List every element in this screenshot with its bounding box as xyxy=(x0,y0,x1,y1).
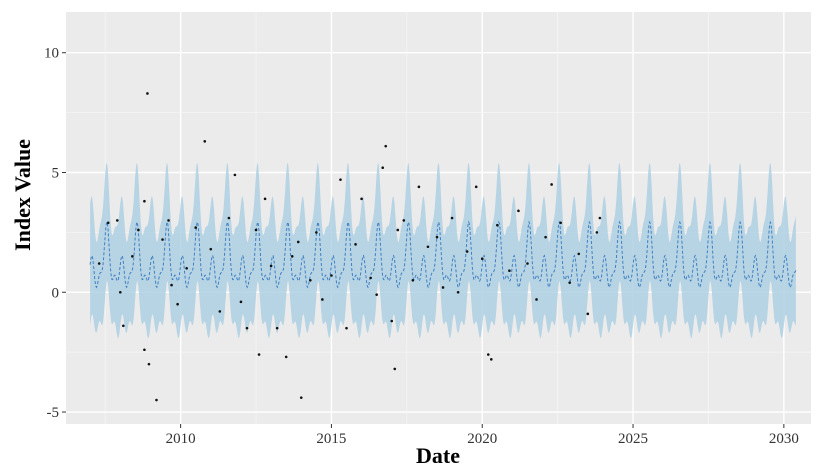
observation-point xyxy=(508,269,511,272)
observation-point xyxy=(257,353,261,356)
observation-point xyxy=(296,240,300,244)
observation-point xyxy=(411,278,415,282)
observation-point xyxy=(595,231,599,234)
observation-point xyxy=(486,353,490,356)
observation-point xyxy=(115,219,119,222)
observation-point xyxy=(315,231,318,234)
observation-point xyxy=(146,92,149,95)
observation-point xyxy=(577,252,581,256)
observation-point xyxy=(450,216,454,220)
observation-point xyxy=(155,398,158,402)
observation-points xyxy=(97,92,602,402)
observation-point xyxy=(535,298,538,301)
x-tick-label: 2015 xyxy=(316,431,346,447)
observation-point xyxy=(309,278,312,282)
observation-point xyxy=(321,298,324,301)
observation-point xyxy=(299,396,303,399)
observation-point xyxy=(489,358,493,361)
observation-point xyxy=(167,219,170,222)
observation-point xyxy=(496,223,499,227)
observation-point xyxy=(170,283,173,287)
observation-point xyxy=(143,348,146,352)
observation-point xyxy=(290,255,294,258)
observation-point xyxy=(384,144,388,148)
observation-point xyxy=(239,300,243,304)
observation-point xyxy=(185,267,188,270)
observation-point xyxy=(254,228,258,232)
observation-point xyxy=(474,185,478,189)
observation-point xyxy=(131,255,134,258)
observation-point xyxy=(375,293,378,296)
observation-point xyxy=(369,276,372,280)
observation-point xyxy=(137,228,140,232)
observation-point xyxy=(426,245,430,249)
observation-point xyxy=(390,319,394,323)
y-tick-label: 0 xyxy=(52,285,60,301)
observation-point xyxy=(441,286,445,289)
observation-point xyxy=(209,247,213,251)
observation-point xyxy=(161,238,164,241)
observation-point xyxy=(456,290,460,294)
uncertainty-band-layer xyxy=(90,162,796,339)
observation-point xyxy=(417,185,421,189)
observation-point xyxy=(147,362,151,366)
observation-point xyxy=(393,367,397,371)
observation-point xyxy=(176,302,179,306)
observation-point xyxy=(568,281,572,284)
observation-point xyxy=(339,178,342,181)
observation-point xyxy=(360,197,363,201)
observation-point xyxy=(586,312,590,316)
observation-point xyxy=(550,183,553,186)
observation-point xyxy=(122,324,125,328)
y-tick-label: -5 xyxy=(47,405,60,421)
observation-point xyxy=(245,326,249,330)
observation-point xyxy=(559,221,562,225)
observation-point xyxy=(284,355,288,359)
observation-point xyxy=(275,326,279,330)
x-tick-label: 2025 xyxy=(618,431,648,447)
y-tick-label: 10 xyxy=(44,46,59,62)
y-tick-label: 5 xyxy=(52,165,60,181)
observation-point xyxy=(465,250,469,253)
observation-point xyxy=(435,235,439,239)
observation-point xyxy=(381,166,385,169)
x-axis-ticks: 2010 2015 2020 2025 2030 xyxy=(166,424,799,447)
y-axis-title: Index Value xyxy=(10,139,35,251)
observation-point xyxy=(143,199,146,203)
observation-point xyxy=(269,264,273,268)
x-tick-label: 2020 xyxy=(467,431,497,447)
observation-point xyxy=(517,209,520,213)
observation-point xyxy=(97,262,101,265)
observation-point xyxy=(233,173,237,177)
observation-point xyxy=(526,262,529,265)
observation-point xyxy=(203,140,207,143)
observation-point xyxy=(218,310,222,313)
y-axis-ticks: -5 0 5 10 xyxy=(44,46,66,421)
uncertainty-band xyxy=(90,162,796,339)
observation-point xyxy=(354,243,357,246)
observation-point xyxy=(345,326,348,330)
x-tick-label: 2010 xyxy=(166,431,196,447)
x-axis-title: Date xyxy=(416,443,460,468)
observation-point xyxy=(544,235,547,239)
x-tick-label: 2030 xyxy=(769,431,799,447)
observation-point xyxy=(480,257,484,261)
observation-point xyxy=(402,219,406,222)
observation-point xyxy=(194,226,197,229)
observation-point xyxy=(330,274,333,277)
observation-point xyxy=(396,228,400,232)
observation-point xyxy=(106,221,110,225)
observation-point xyxy=(227,216,231,220)
observation-point xyxy=(263,197,267,201)
observation-point xyxy=(118,290,122,294)
observation-point xyxy=(598,216,602,220)
